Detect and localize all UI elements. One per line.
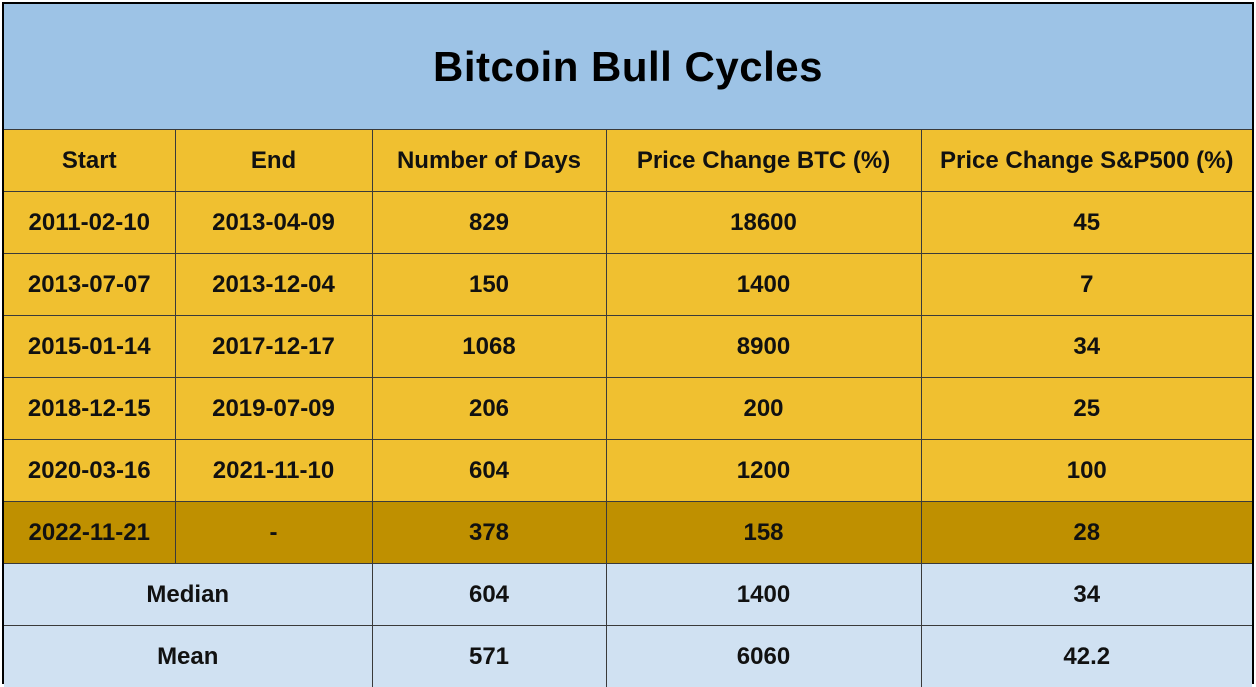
cell-sp500-change: 42.2: [921, 626, 1252, 687]
summary-row-mean: Mean 571 6060 42.2: [4, 626, 1252, 687]
table-row: 2020-03-16 2021-11-10 604 1200 100: [4, 440, 1252, 502]
cell-btc-change: 6060: [606, 626, 921, 687]
cell-days: 1068: [372, 316, 606, 378]
summary-label: Mean: [4, 626, 372, 687]
cell-sp500-change: 45: [921, 192, 1252, 254]
column-header-btc-change: Price Change BTC (%): [606, 130, 921, 192]
cell-start: 2011-02-10: [4, 192, 175, 254]
table-row: 2013-07-07 2013-12-04 150 1400 7: [4, 254, 1252, 316]
table-row: 2011-02-10 2013-04-09 829 18600 45: [4, 192, 1252, 254]
bull-cycles-table: Start End Number of Days Price Change BT…: [4, 129, 1252, 687]
cell-sp500-change: 28: [921, 502, 1252, 564]
cell-btc-change: 1400: [606, 564, 921, 626]
cell-btc-change: 158: [606, 502, 921, 564]
cell-sp500-change: 25: [921, 378, 1252, 440]
cell-btc-change: 18600: [606, 192, 921, 254]
cell-start: 2022-11-21: [4, 502, 175, 564]
cell-days: 206: [372, 378, 606, 440]
cell-btc-change: 1400: [606, 254, 921, 316]
cell-start: 2018-12-15: [4, 378, 175, 440]
title-bar: Bitcoin Bull Cycles: [4, 4, 1252, 130]
cell-end: 2013-12-04: [175, 254, 372, 316]
cell-end: -: [175, 502, 372, 564]
summary-row-median: Median 604 1400 34: [4, 564, 1252, 626]
table-row: 2018-12-15 2019-07-09 206 200 25: [4, 378, 1252, 440]
cell-days: 604: [372, 440, 606, 502]
table-row: 2015-01-14 2017-12-17 1068 8900 34: [4, 316, 1252, 378]
cell-days: 378: [372, 502, 606, 564]
column-header-days: Number of Days: [372, 130, 606, 192]
cell-btc-change: 200: [606, 378, 921, 440]
cell-days: 150: [372, 254, 606, 316]
cell-days: 571: [372, 626, 606, 687]
cell-days: 604: [372, 564, 606, 626]
cell-sp500-change: 34: [921, 564, 1252, 626]
table-title: Bitcoin Bull Cycles: [433, 43, 823, 91]
header-row: Start End Number of Days Price Change BT…: [4, 130, 1252, 192]
cell-btc-change: 8900: [606, 316, 921, 378]
cell-sp500-change: 100: [921, 440, 1252, 502]
column-header-sp500-change: Price Change S&P500 (%): [921, 130, 1252, 192]
cell-end: 2013-04-09: [175, 192, 372, 254]
cell-sp500-change: 7: [921, 254, 1252, 316]
cell-start: 2015-01-14: [4, 316, 175, 378]
cell-start: 2020-03-16: [4, 440, 175, 502]
column-header-end: End: [175, 130, 372, 192]
cell-end: 2019-07-09: [175, 378, 372, 440]
cell-days: 829: [372, 192, 606, 254]
cell-end: 2017-12-17: [175, 316, 372, 378]
column-header-start: Start: [4, 130, 175, 192]
cell-sp500-change: 34: [921, 316, 1252, 378]
summary-label: Median: [4, 564, 372, 626]
cell-btc-change: 1200: [606, 440, 921, 502]
cell-start: 2013-07-07: [4, 254, 175, 316]
cell-end: 2021-11-10: [175, 440, 372, 502]
table-row-current-cycle: 2022-11-21 - 378 158 28: [4, 502, 1252, 564]
